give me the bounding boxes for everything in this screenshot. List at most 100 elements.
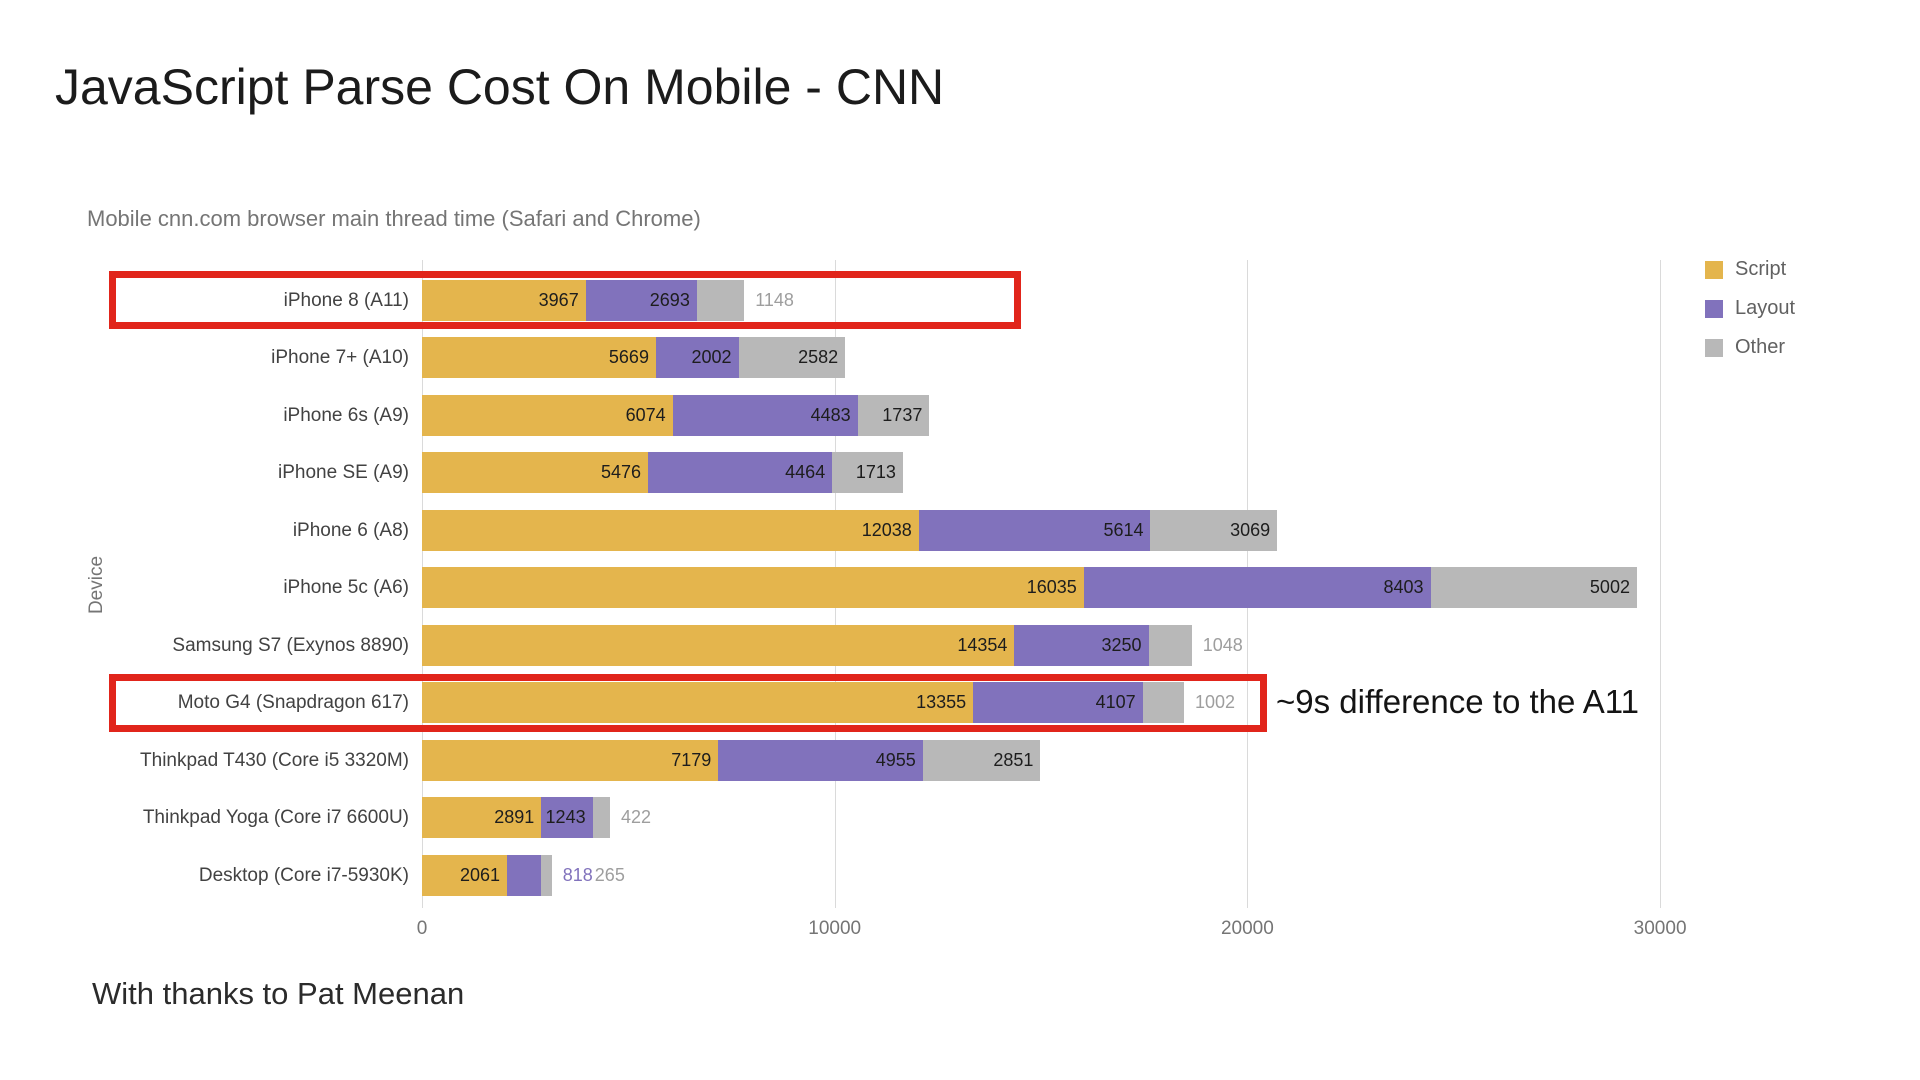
x-tick-label: 0 bbox=[416, 918, 428, 939]
outside-value-labels: 1002 bbox=[1195, 682, 1235, 723]
bar-track: 16035 8403 5002 bbox=[422, 567, 1877, 608]
chart-legend: Script Layout Other bbox=[1705, 258, 1795, 359]
value-label: 4464 bbox=[785, 462, 826, 482]
bar-segment-layout: 4955 bbox=[718, 739, 923, 781]
chart-row: Desktop (Core i7-5930K) 2061 818 265 bbox=[87, 854, 1877, 896]
legend-item-other: Other bbox=[1705, 336, 1795, 359]
value-label: 3967 bbox=[538, 289, 579, 310]
value-label: 16035 bbox=[1026, 577, 1077, 597]
value-label: 14354 bbox=[957, 634, 1008, 655]
bar-segment-script: 2061 bbox=[422, 854, 508, 896]
value-label: 3069 bbox=[1230, 519, 1271, 540]
legend-swatch-other bbox=[1705, 338, 1723, 357]
category-label: iPhone 5c (A6) bbox=[283, 577, 409, 598]
bar-segment-script: 12038 bbox=[422, 509, 919, 551]
chart-row: iPhone 7+ (A10) 5669 2002 2582 bbox=[87, 337, 1877, 378]
value-label: 4107 bbox=[1095, 692, 1136, 712]
bar-segment-script: 2891 bbox=[422, 797, 542, 838]
bar-segment-other: 1737 bbox=[857, 394, 930, 436]
value-label: 3250 bbox=[1101, 634, 1142, 655]
category-label: Thinkpad Yoga (Core i7 6600U) bbox=[142, 807, 409, 828]
legend-item-layout: Layout bbox=[1705, 297, 1795, 320]
value-label: 2693 bbox=[649, 289, 690, 310]
bar-segment-other: 2851 bbox=[922, 739, 1041, 781]
value-label: 12038 bbox=[861, 519, 912, 540]
bar-segment-script: 5476 bbox=[422, 452, 648, 493]
x-tick-label: 20000 bbox=[1220, 918, 1274, 939]
bar-track: 2061 818 265 bbox=[422, 854, 1877, 896]
value-label-outside: 422 bbox=[621, 807, 652, 827]
bar-segment-layout: 4464 bbox=[647, 452, 833, 493]
bar-segment-other bbox=[1142, 682, 1184, 723]
value-label: 4955 bbox=[875, 749, 916, 770]
bar-segment-layout: 5614 bbox=[918, 509, 1151, 551]
value-label-outside: 1048 bbox=[1202, 634, 1243, 655]
legend-swatch-layout bbox=[1705, 299, 1723, 318]
value-label: 8403 bbox=[1383, 577, 1424, 597]
gridline bbox=[1660, 260, 1662, 908]
category-label: iPhone 6 (A8) bbox=[292, 519, 409, 541]
bar-segment-other bbox=[592, 797, 611, 838]
bar-segment-script: 6074 bbox=[422, 394, 673, 436]
chart-plot-area: 0 10000 20000 30000 iPhone 8 (A11) 3967 2693 11… bbox=[87, 260, 1877, 960]
value-label: 5476 bbox=[600, 462, 641, 482]
value-label: 1713 bbox=[855, 462, 896, 482]
bar-segment-other bbox=[540, 854, 552, 896]
value-label: 2061 bbox=[460, 864, 501, 885]
value-label: 6074 bbox=[625, 404, 666, 425]
chart-title: Mobile cnn.com browser main thread time … bbox=[87, 206, 701, 231]
value-label: 2002 bbox=[691, 347, 732, 367]
category-label: iPhone 6s (A9) bbox=[283, 404, 409, 426]
value-label-outside: 265 bbox=[594, 864, 625, 885]
outside-value-labels: 1148 bbox=[755, 280, 794, 321]
value-label: 1243 bbox=[545, 807, 586, 827]
annotation-note: ~9s difference to the A11 bbox=[1276, 682, 1639, 720]
chart-row: iPhone SE (A9) 5476 4464 1713 bbox=[87, 452, 1877, 493]
bar-segment-other: 2582 bbox=[738, 337, 846, 378]
bar-track: 7179 4955 2851 bbox=[422, 739, 1877, 781]
chart-row: iPhone 6s (A9) 6074 4483 1737 bbox=[87, 394, 1877, 436]
value-label: 5002 bbox=[1589, 577, 1630, 597]
bar-track: 5669 2002 2582 bbox=[422, 337, 1877, 378]
outside-value-labels: 1048 bbox=[1203, 625, 1243, 666]
chart-row: Thinkpad Yoga (Core i7 6600U) 2891 1243 422 bbox=[87, 797, 1877, 838]
bar-segment-script: 16035 bbox=[422, 567, 1084, 608]
value-label: 1737 bbox=[882, 404, 923, 425]
value-label: 5614 bbox=[1103, 519, 1144, 540]
bar-segment-script: 5669 bbox=[422, 337, 656, 378]
bar-track: 5476 4464 1713 bbox=[422, 452, 1877, 493]
value-label: 13355 bbox=[916, 692, 967, 712]
bar-segment-script: 7179 bbox=[422, 739, 719, 781]
bar-track: 14354 3250 1048 bbox=[422, 624, 1877, 666]
category-label: Moto G4 (Snapdragon 617) bbox=[177, 692, 409, 713]
bar-segment-layout bbox=[507, 854, 541, 896]
category-label: Samsung S7 (Exynos 8890) bbox=[172, 634, 409, 656]
value-label-outside: 1002 bbox=[1195, 692, 1236, 712]
bar-segment-other: 3069 bbox=[1150, 509, 1278, 551]
category-label: iPhone 8 (A11) bbox=[283, 289, 409, 311]
legend-swatch-script bbox=[1705, 260, 1723, 279]
outside-value-labels: 818 265 bbox=[563, 855, 625, 896]
value-label: 2851 bbox=[993, 749, 1034, 770]
category-label: Thinkpad T430 (Core i5 3320M) bbox=[140, 749, 409, 771]
category-label: iPhone 7+ (A10) bbox=[271, 347, 409, 368]
chart-row: Moto G4 (Snapdragon 617) 13355 4107 1002 bbox=[87, 682, 1877, 723]
value-label: 2891 bbox=[494, 807, 535, 827]
bar-segment-layout: 2002 bbox=[655, 337, 739, 378]
bar-segment-layout: 3250 bbox=[1014, 624, 1149, 666]
bar-track: 2891 1243 422 bbox=[422, 797, 1877, 838]
bar-segment-other: 1713 bbox=[832, 452, 903, 493]
category-label: iPhone SE (A9) bbox=[278, 462, 409, 483]
bar-track: 6074 4483 1737 bbox=[422, 394, 1877, 436]
x-tick-label: 30000 bbox=[1633, 918, 1687, 939]
value-label: 2582 bbox=[798, 347, 839, 367]
bar-track: 12038 5614 3069 bbox=[422, 509, 1877, 551]
value-label-outside: 818 bbox=[562, 864, 593, 885]
chart-row: iPhone 8 (A11) 3967 2693 1148 bbox=[87, 279, 1877, 321]
bar-track: 3967 2693 1148 bbox=[422, 279, 1877, 321]
bar-segment-layout: 4107 bbox=[973, 682, 1143, 723]
bar-segment-script: 13355 bbox=[422, 682, 974, 723]
bar-segment-layout: 2693 bbox=[585, 279, 697, 321]
bar-segment-layout: 1243 bbox=[541, 797, 593, 838]
chart-row: Thinkpad T430 (Core i5 3320M) 7179 4955 285… bbox=[87, 739, 1877, 781]
